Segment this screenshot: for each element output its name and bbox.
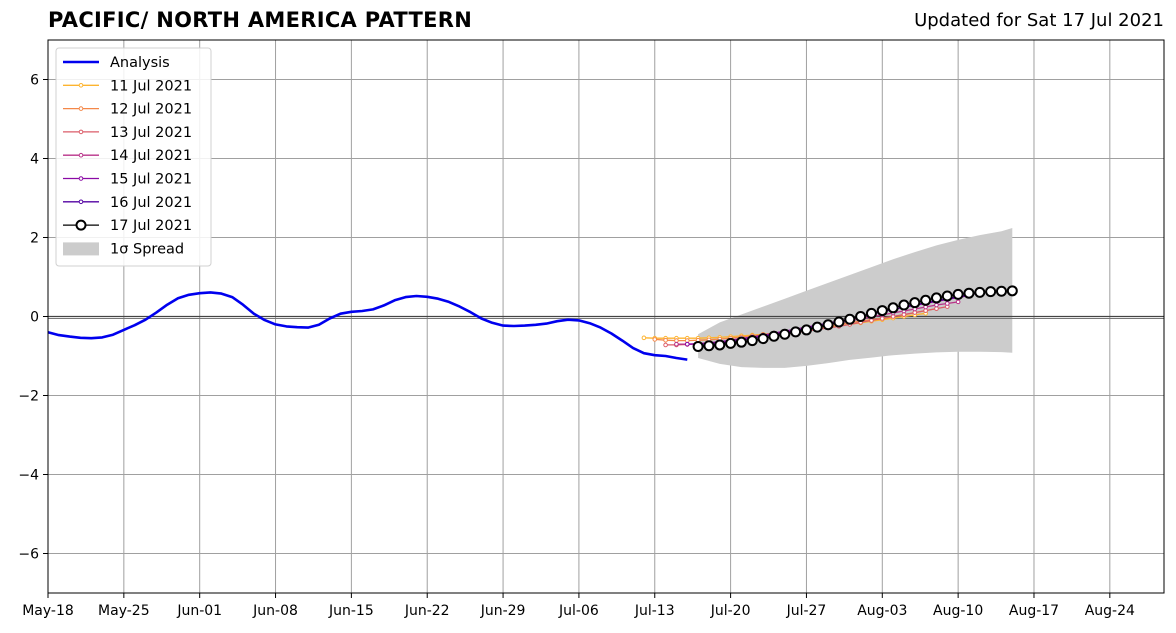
- forecast-point: [945, 301, 950, 306]
- forecast-point: [779, 328, 791, 340]
- forecast-point: [725, 337, 737, 349]
- y-tick-label: 0: [30, 310, 39, 326]
- x-tick-label: Jun-15: [328, 603, 374, 619]
- legend-entry: 13 Jul 2021: [63, 125, 192, 141]
- legend-marker: [78, 176, 84, 181]
- forecast-point: [746, 335, 758, 347]
- legend-label: 11 Jul 2021: [110, 78, 192, 94]
- x-tick-label: Jul-06: [558, 603, 599, 619]
- forecast-point: [663, 342, 668, 348]
- forecast-point: [822, 319, 834, 331]
- x-tick-label: Aug-24: [1085, 603, 1135, 619]
- legend-entry: 17 Jul 2021: [63, 218, 192, 234]
- x-tick-label: Jun-22: [404, 603, 450, 619]
- forecast-point: [887, 302, 899, 314]
- x-tick-label: Jun-29: [480, 603, 526, 619]
- legend-label: 13 Jul 2021: [110, 125, 192, 141]
- legend-marker: [78, 106, 84, 111]
- forecast-point: [855, 311, 867, 322]
- x-tick-label: Jul-27: [786, 603, 827, 619]
- zero-line: [48, 315, 1164, 319]
- forecast-point: [833, 316, 845, 328]
- forecast-point: [952, 288, 964, 300]
- legend-label: 14 Jul 2021: [110, 148, 192, 164]
- forecast-point: [757, 333, 769, 345]
- chart-title: PACIFIC/ NORTH AMERICA PATTERN: [48, 8, 473, 32]
- forecast-point: [941, 290, 953, 302]
- forecast-point: [790, 326, 802, 338]
- legend-label: 17 Jul 2021: [110, 218, 192, 234]
- forecast-point: [641, 335, 647, 341]
- forecast-point: [974, 286, 986, 298]
- y-tick-label: 6: [30, 73, 39, 89]
- y-tick-label: −4: [18, 468, 39, 484]
- legend-entry: 15 Jul 2021: [63, 172, 192, 188]
- legend-label: 16 Jul 2021: [110, 195, 192, 211]
- legend-label: Analysis: [110, 55, 170, 71]
- legend-entry: 16 Jul 2021: [63, 195, 192, 211]
- legend-box: [55, 47, 212, 267]
- forecast-point: [876, 305, 888, 317]
- y-tick-label: −2: [18, 389, 39, 405]
- forecast-point: [909, 297, 921, 309]
- legend-entry: Analysis: [63, 55, 170, 71]
- forecast-point: [844, 313, 856, 325]
- legend-marker: [78, 152, 84, 158]
- forecast-point: [930, 292, 942, 304]
- forecast-point: [963, 287, 975, 299]
- analysis-line: [47, 291, 688, 361]
- x-tick-label: Jul-13: [634, 603, 675, 619]
- chart-subtitle: Updated for Sat 17 Jul 2021: [914, 10, 1164, 31]
- forecast-point: [703, 340, 715, 352]
- legend-label: 12 Jul 2021: [110, 102, 192, 118]
- x-tick-label: Aug-17: [1009, 603, 1059, 619]
- x-axis: May-18 May-25 Jun-01 Jun-08 Jun-15 Jun-22 Jun-…: [22, 593, 1135, 619]
- legend-swatch: [63, 242, 99, 256]
- forecast-point: [692, 341, 704, 353]
- forecast-point: [652, 337, 658, 342]
- forecast-point: [684, 341, 690, 347]
- legend-marker: [78, 199, 84, 205]
- legend-label: 1σ Spread: [110, 241, 184, 257]
- x-tick-label: May-25: [98, 603, 150, 619]
- forecast-point: [898, 299, 910, 311]
- y-tick-label: 4: [30, 152, 39, 168]
- series-layer: [47, 285, 1018, 361]
- x-tick-label: Aug-03: [857, 603, 907, 619]
- forecast-point: [768, 330, 780, 342]
- legend-marker: [75, 219, 87, 231]
- legend-entry: 1σ Spread: [63, 241, 184, 257]
- forecast-point: [955, 299, 961, 305]
- x-tick-label: Aug-10: [933, 603, 983, 619]
- forecast-series-17-jul-2021: [692, 285, 1018, 353]
- forecast-point: [1006, 285, 1018, 297]
- legend: Analysis 11 Jul 2021 12 Jul 2021 13 Jul 202…: [55, 47, 212, 267]
- legend-marker: [78, 129, 84, 135]
- legend-entry: 11 Jul 2021: [63, 78, 192, 94]
- spread-band: [698, 228, 1013, 368]
- y-tick-label: 2: [30, 231, 39, 247]
- forecast-point: [800, 324, 812, 336]
- forecast-point: [865, 307, 877, 319]
- legend-label: 15 Jul 2021: [110, 172, 192, 188]
- legend-entry: 14 Jul 2021: [63, 148, 192, 164]
- x-tick-label: May-18: [22, 603, 74, 619]
- forecast-point: [674, 341, 679, 347]
- forecast-point: [663, 337, 668, 343]
- y-axis: 6 4 2 0 −2 −4 −6: [18, 73, 48, 563]
- forecast-point: [714, 339, 726, 351]
- legend-marker: [78, 83, 84, 88]
- forecast-point: [920, 294, 932, 306]
- spread-area: [698, 228, 1013, 368]
- forecast-point: [735, 336, 747, 348]
- y-tick-label: −6: [18, 547, 39, 563]
- x-tick-label: Jun-08: [252, 603, 298, 619]
- forecast-point: [985, 286, 997, 298]
- x-tick-label: Jul-20: [710, 603, 751, 619]
- forecast-point: [995, 285, 1007, 297]
- forecast-point: [811, 321, 823, 333]
- legend-entry: 12 Jul 2021: [63, 102, 192, 118]
- x-tick-label: Jun-01: [176, 603, 222, 619]
